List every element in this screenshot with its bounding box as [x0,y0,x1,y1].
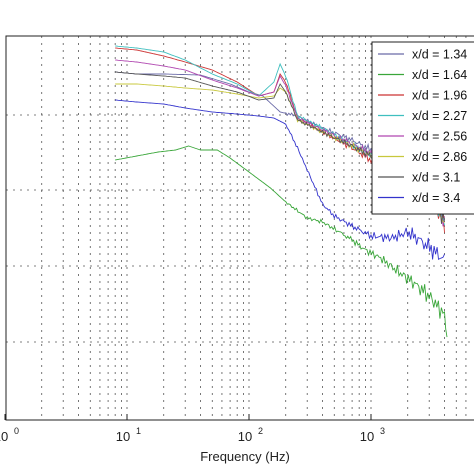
legend-label: x/d = 1.34 [412,48,467,62]
legend-label: x/d = 2.86 [412,150,467,164]
legend-label: x/d = 3.4 [412,191,460,205]
x-axis-ticks: 10 0 10 1 10 2 10 3 [0,414,385,444]
legend-label: x/d = 1.96 [412,89,467,103]
series-line-2 [115,145,448,338]
x-tick-exponent: 1 [136,426,141,436]
x-tick-label: 10 [360,429,374,444]
legend-box [371,41,474,215]
x-tick-exponent: 2 [258,426,263,436]
x-tick-label: 10 [116,429,130,444]
x-tick-label: 10 [238,429,252,444]
plot-area-frame [5,35,474,421]
legend: x/d = 1.34 x/d = 1.64 x/d = 1.96 x/d = 2.27… [371,41,474,215]
legend-label: x/d = 2.56 [412,130,467,144]
x-tick-exponent: 3 [380,426,385,436]
x-tick-label: 10 [0,429,8,444]
legend-label: x/d = 1.64 [412,68,467,82]
series-line-8 [115,99,445,261]
legend-label: x/d = 3.1 [412,171,460,185]
x-axis-title: Frequency (Hz) [200,449,290,464]
legend-label: x/d = 2.27 [412,109,467,123]
x-tick-exponent: 0 [14,426,19,436]
